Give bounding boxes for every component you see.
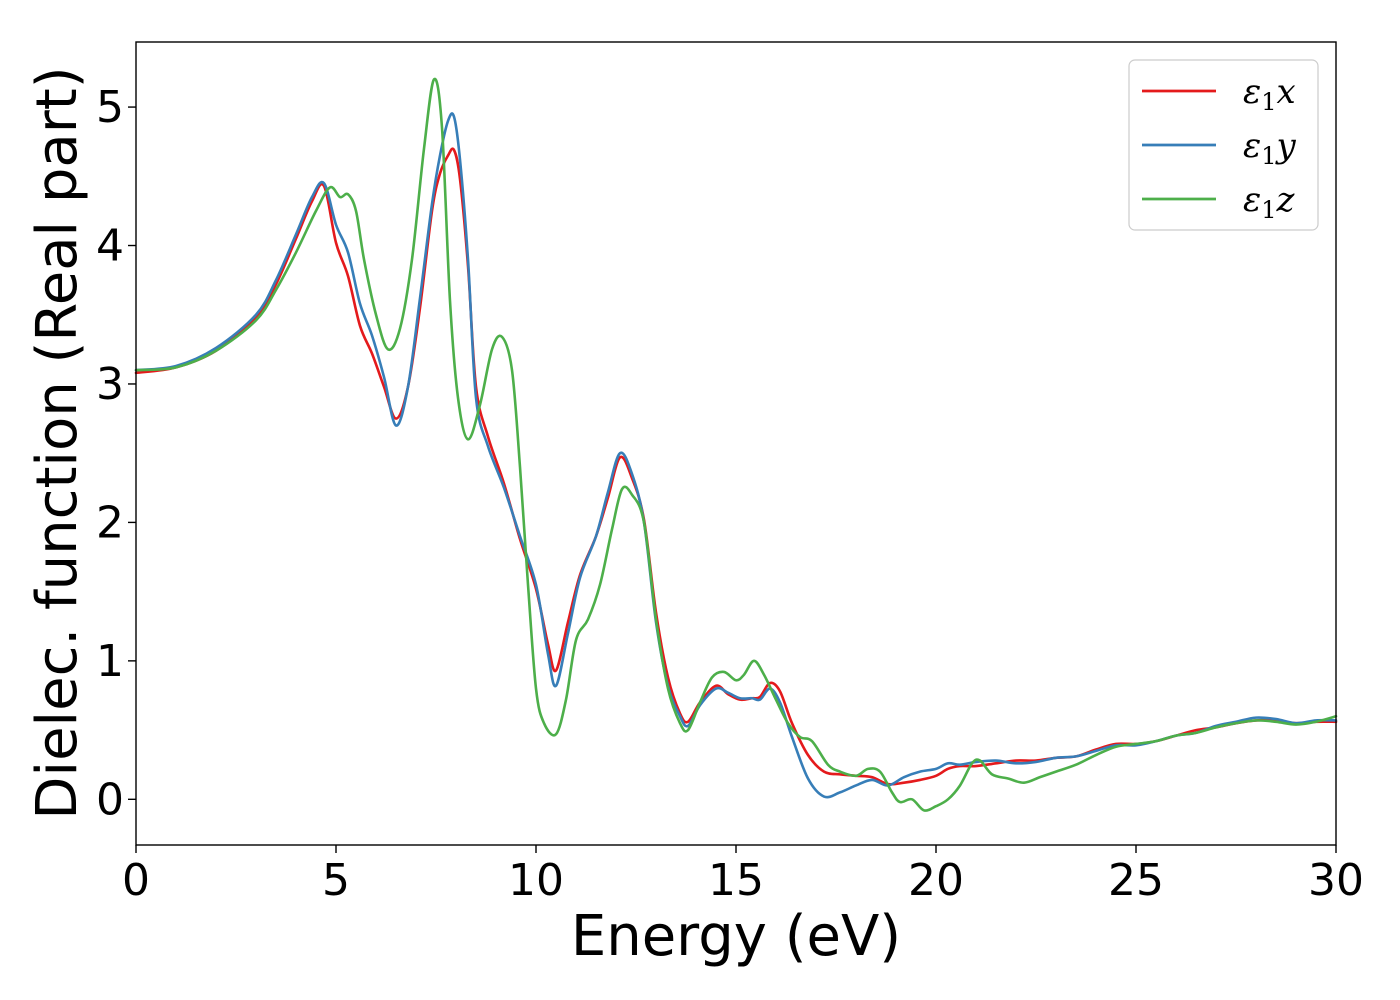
- x-axis-ticks: 0 5 10 15 20 25 30: [122, 845, 1364, 906]
- x-tick-label: 15: [708, 855, 764, 906]
- x-axis-title: Energy (eV): [571, 904, 901, 969]
- x-tick-label: 10: [508, 855, 564, 906]
- series-line-z: [134, 77, 1338, 812]
- y-tick-label: 5: [96, 82, 124, 133]
- y-tick-label: 0: [96, 774, 124, 825]
- y-axis-title: Dielec. function (Real part): [25, 66, 90, 819]
- series-layer: [134, 77, 1338, 812]
- y-tick-label: 3: [96, 359, 124, 410]
- legend: ε1x ε1y ε1z: [1128, 59, 1319, 231]
- x-tick-label: 20: [908, 855, 964, 906]
- y-axis-ticks: 0 1 2 3 4 5: [96, 82, 136, 825]
- x-tick-label: 0: [122, 855, 150, 906]
- legend-label-x: ε1x: [1243, 72, 1296, 116]
- x-tick-label: 30: [1308, 855, 1364, 906]
- series-line-y: [134, 112, 1338, 799]
- legend-label-y: ε1y: [1243, 126, 1297, 170]
- x-tick-label: 25: [1108, 855, 1164, 906]
- x-tick-label: 5: [322, 855, 350, 906]
- legend-box: [1128, 59, 1319, 231]
- legend-label-z: ε1z: [1243, 180, 1296, 224]
- y-tick-label: 4: [96, 221, 124, 272]
- y-tick-label: 1: [96, 636, 124, 687]
- y-tick-label: 2: [96, 497, 124, 548]
